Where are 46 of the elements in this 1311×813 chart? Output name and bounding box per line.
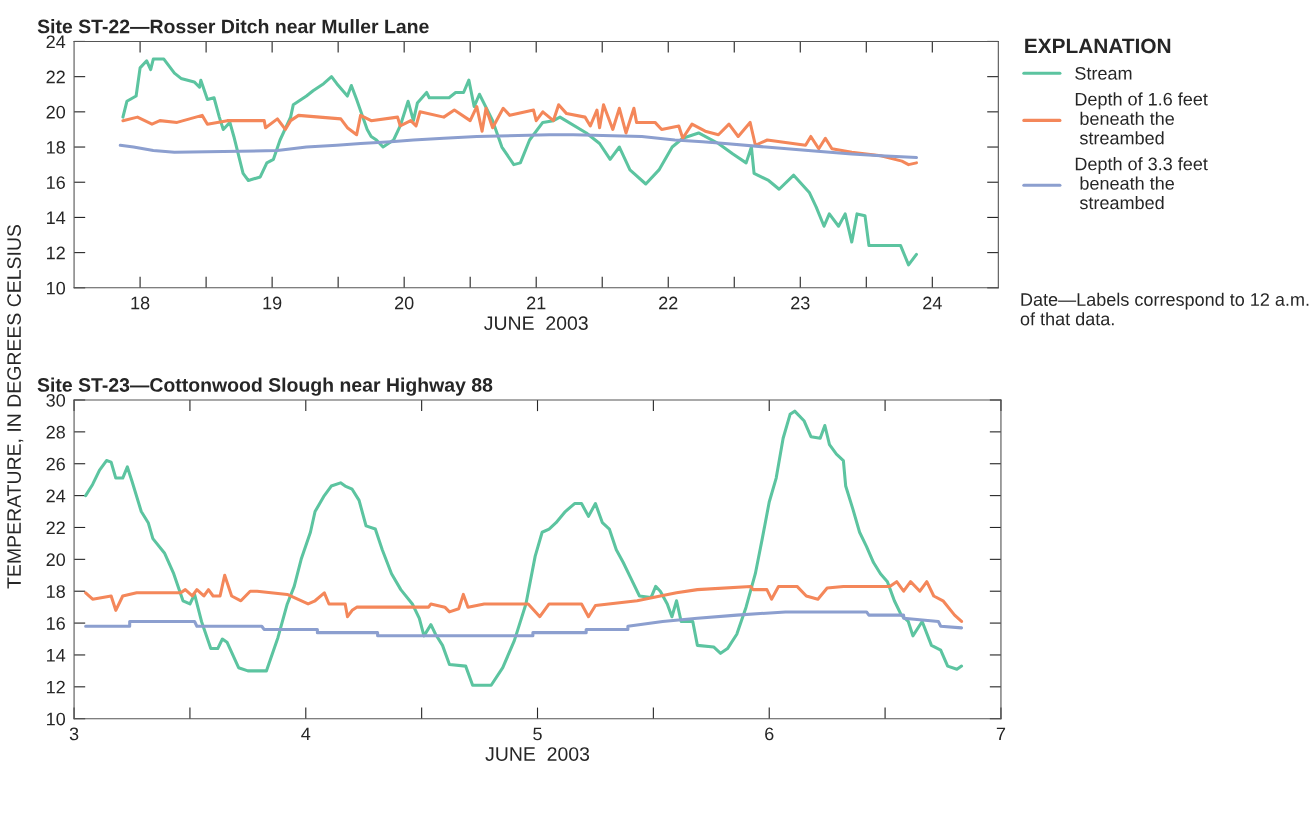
line-series — [121, 103, 918, 167]
x-tick-label: 18 — [131, 296, 150, 310]
y-tick-label: 12 — [47, 246, 65, 260]
y-tick-label: 14 — [47, 649, 66, 662]
y-tick-label: 18 — [47, 140, 65, 154]
x-tick-label: 23 — [791, 296, 810, 310]
y-tick-label: 24 — [46, 489, 66, 503]
line-series — [84, 610, 964, 638]
x-tick-label: 7 — [996, 727, 1006, 741]
legend-label: Depth of 3.3 feet beneath the streambed — [1075, 157, 1208, 210]
line-series — [84, 573, 964, 624]
y-tick-label: 12 — [47, 680, 65, 694]
y-tick-label: 22 — [46, 70, 65, 84]
y-tick-label: 20 — [46, 105, 66, 119]
y-tick-label: 14 — [47, 211, 66, 224]
y-tick-label: 24 — [46, 35, 66, 49]
y-tick-label: 18 — [47, 585, 65, 598]
y-axis-title: TEMPERATURE, IN DEGREES CELSIUS — [7, 224, 24, 589]
x-tick-label: 19 — [263, 296, 282, 310]
chart-title: Site ST-22—Rosser Ditch near Muller Lane — [37, 19, 429, 34]
text: Date—Labels correspond to 12 a.m. of that data. — [1020, 292, 1309, 326]
y-tick-label: 20 — [46, 553, 66, 567]
y-tick-label: 22 — [46, 521, 65, 535]
x-tick-label: 20 — [395, 296, 414, 310]
x-tick-label: 21 — [527, 296, 546, 310]
y-tick-label: 28 — [46, 425, 65, 439]
y-tick-label: 26 — [46, 457, 65, 471]
line-series — [121, 57, 918, 267]
legend-title: EXPLANATION — [1025, 38, 1171, 54]
y-tick-label: 16 — [47, 617, 65, 630]
x-tick-label: 4 — [301, 727, 311, 741]
y-tick-label: 10 — [47, 712, 66, 726]
x-axis-title: JUNE 2003 — [484, 316, 588, 331]
x-tick-label: 3 — [69, 727, 79, 741]
x-tick-label: 22 — [659, 296, 678, 310]
y-tick-label: 30 — [46, 393, 66, 407]
x-tick-label: 5 — [533, 727, 542, 741]
x-tick-label: 6 — [765, 727, 774, 741]
y-tick-label: 10 — [47, 281, 66, 295]
legend-label: Stream — [1075, 66, 1132, 80]
y-tick-label: 16 — [47, 176, 65, 189]
x-tick-label: 24 — [923, 296, 942, 310]
legend-label: Depth of 1.6 feet beneath the streambed — [1075, 92, 1208, 145]
x-axis-title: JUNE 2003 — [485, 747, 590, 761]
line-series — [118, 133, 918, 160]
line-series — [84, 409, 964, 687]
